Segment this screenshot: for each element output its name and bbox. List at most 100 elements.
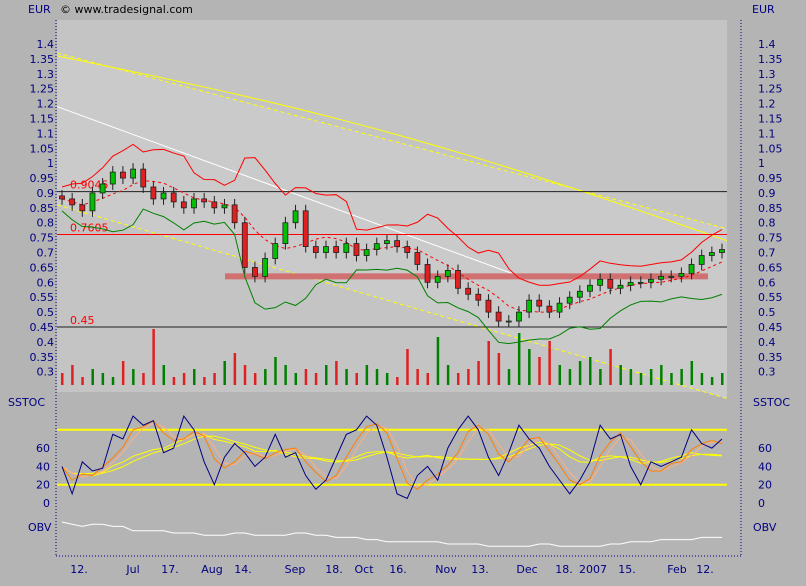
volume-bar (335, 361, 338, 385)
candle-body (150, 186, 157, 200)
candle-body (455, 270, 461, 289)
x-tick-label: Sep (285, 563, 306, 576)
candle-body (505, 320, 512, 323)
volume-bar (61, 373, 64, 385)
y-tick-label-right: 0.4 (758, 336, 776, 349)
candle-body (678, 272, 685, 277)
volume-bar (253, 373, 257, 385)
candle-body (160, 192, 167, 200)
volume-bar (152, 329, 155, 385)
volume-bar (426, 373, 430, 385)
candle-body (69, 198, 76, 206)
x-tick-label: Dec (516, 563, 537, 576)
x-tick-label: 2007 (579, 563, 607, 576)
y-tick-label-left: 1.25 (30, 83, 55, 96)
x-tick-label: Aug (201, 563, 222, 576)
candle-body (180, 201, 187, 209)
volume-bar (487, 341, 490, 385)
channel-upper-line (56, 52, 728, 230)
candle-body (302, 210, 309, 247)
volume-bar (548, 341, 551, 385)
candle-body (191, 198, 197, 209)
volume-bar (71, 365, 74, 385)
volume-bar (172, 377, 176, 385)
copyright-text: © www.tradesignal.com (60, 3, 193, 16)
x-tick-label: 16. (389, 563, 407, 576)
candle-body (485, 299, 492, 313)
volume-bar (700, 373, 704, 385)
y-tick-label-left: 1.05 (30, 142, 55, 155)
volume-bar (162, 365, 166, 385)
y-tick-label-left: 1.35 (30, 53, 55, 66)
candle-body (698, 255, 705, 265)
candle-body (221, 204, 228, 209)
volume-bar (660, 365, 663, 385)
y-tick-label-left: 0.65 (30, 261, 55, 274)
stoch-k-line (61, 414, 723, 500)
x-tick-label: Nov (435, 563, 457, 576)
candle-body (688, 264, 695, 274)
volume-bar (304, 369, 308, 385)
volume-bar (406, 349, 409, 385)
y-tick-label-left: 1 (47, 157, 54, 170)
y-tick-label-left: 0.55 (30, 291, 55, 304)
volume-bar (528, 349, 531, 385)
candle-body (587, 284, 593, 292)
y-tick-label-right: 0.85 (758, 202, 783, 215)
volume-bar (629, 369, 633, 385)
volume-bar (649, 369, 653, 385)
bollinger-upper (61, 143, 723, 286)
volume-bar (284, 365, 287, 385)
candle-body (282, 222, 289, 244)
candle-body (465, 287, 472, 295)
volume-bar (233, 353, 237, 385)
y-tick-label-right: 1.4 (758, 38, 776, 51)
volume-bar (325, 365, 328, 385)
currency-label-right: EUR (752, 3, 775, 16)
volume-bar (507, 369, 511, 385)
x-tick-label: 18. (555, 563, 573, 576)
volume-bar (457, 373, 460, 385)
volume-bar (365, 365, 369, 385)
volume-bar (101, 373, 105, 385)
candle-body (444, 270, 451, 277)
candle-body (211, 201, 218, 209)
candle-body (495, 311, 502, 322)
obv-label-right: OBV (753, 521, 777, 534)
volume-bar (416, 369, 419, 385)
currency-label-left: EUR (28, 3, 51, 16)
candle-body (658, 275, 664, 280)
y-tick-label-left: 0.4 (37, 336, 55, 349)
volume-bar (589, 357, 592, 385)
y-tick-label-left: 0.5 (37, 306, 55, 319)
volume-bar (690, 361, 694, 385)
volume-bar (355, 373, 358, 385)
x-tick-label: 15. (618, 563, 636, 576)
y-tick-label-right: 0.95 (758, 172, 783, 185)
y-tick-label-right: 0.5 (758, 306, 776, 319)
candle-body (241, 222, 248, 268)
volume-bar (182, 373, 186, 385)
stoch-slow-line (61, 433, 723, 481)
candle-body (89, 192, 96, 212)
volume-bar (497, 353, 501, 385)
volume-bar (91, 369, 94, 385)
candle-body (475, 293, 482, 301)
candle-body (353, 243, 360, 256)
y-tick-label-left: 0.35 (30, 351, 55, 364)
candle-body (231, 204, 238, 224)
volume-bar (111, 377, 115, 385)
stoch-slow-signal (61, 435, 723, 477)
candle-body (292, 210, 299, 224)
sstoc-tick-right: 20 (758, 479, 772, 492)
y-tick-label-left: 1.4 (37, 38, 55, 51)
volume-bar (264, 369, 267, 385)
x-tick-label: Feb (667, 563, 686, 576)
y-tick-label-left: 0.3 (37, 366, 55, 379)
y-tick-label-right: 0.45 (758, 321, 783, 334)
candle-body (333, 246, 340, 253)
candle-body (607, 278, 614, 289)
x-tick-label: 18. (325, 563, 343, 576)
candle-body (170, 192, 177, 203)
sstoc-label-right: SSTOC (753, 396, 790, 409)
